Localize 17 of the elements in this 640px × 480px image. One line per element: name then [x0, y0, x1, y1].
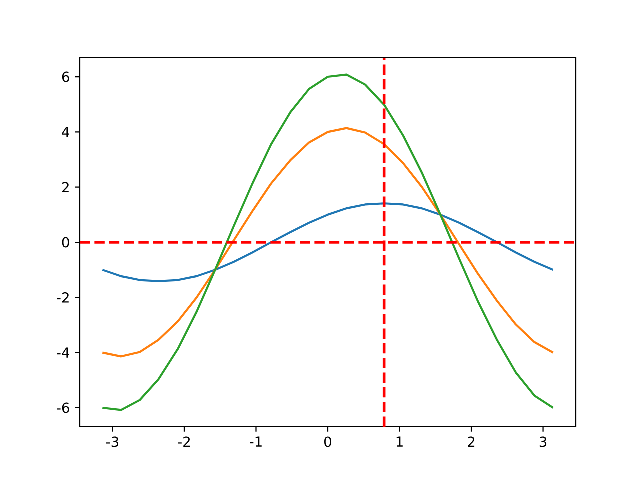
y-tick-label: 6 — [62, 72, 70, 82]
line-series — [102, 202, 554, 282]
y-tick-label: -6 — [57, 402, 70, 414]
y-tick-label: 4 — [62, 127, 70, 138]
x-tick-label: 0 — [324, 436, 332, 448]
x-tick-label: 3 — [540, 436, 547, 448]
x-tick-label: -2 — [178, 436, 190, 447]
line-series — [102, 127, 554, 358]
line-series — [102, 74, 554, 412]
x-tick-label: -3 — [106, 436, 119, 448]
x-tick-label: 2 — [468, 436, 475, 447]
y-tick-label: -2 — [57, 292, 69, 303]
y-tick-label: 0 — [62, 237, 70, 248]
x-tick-label: -1 — [250, 436, 262, 447]
x-tick-label: 1 — [396, 436, 403, 447]
y-tick-label: 2 — [62, 182, 69, 192]
y-tick-label: -4 — [57, 348, 70, 358]
